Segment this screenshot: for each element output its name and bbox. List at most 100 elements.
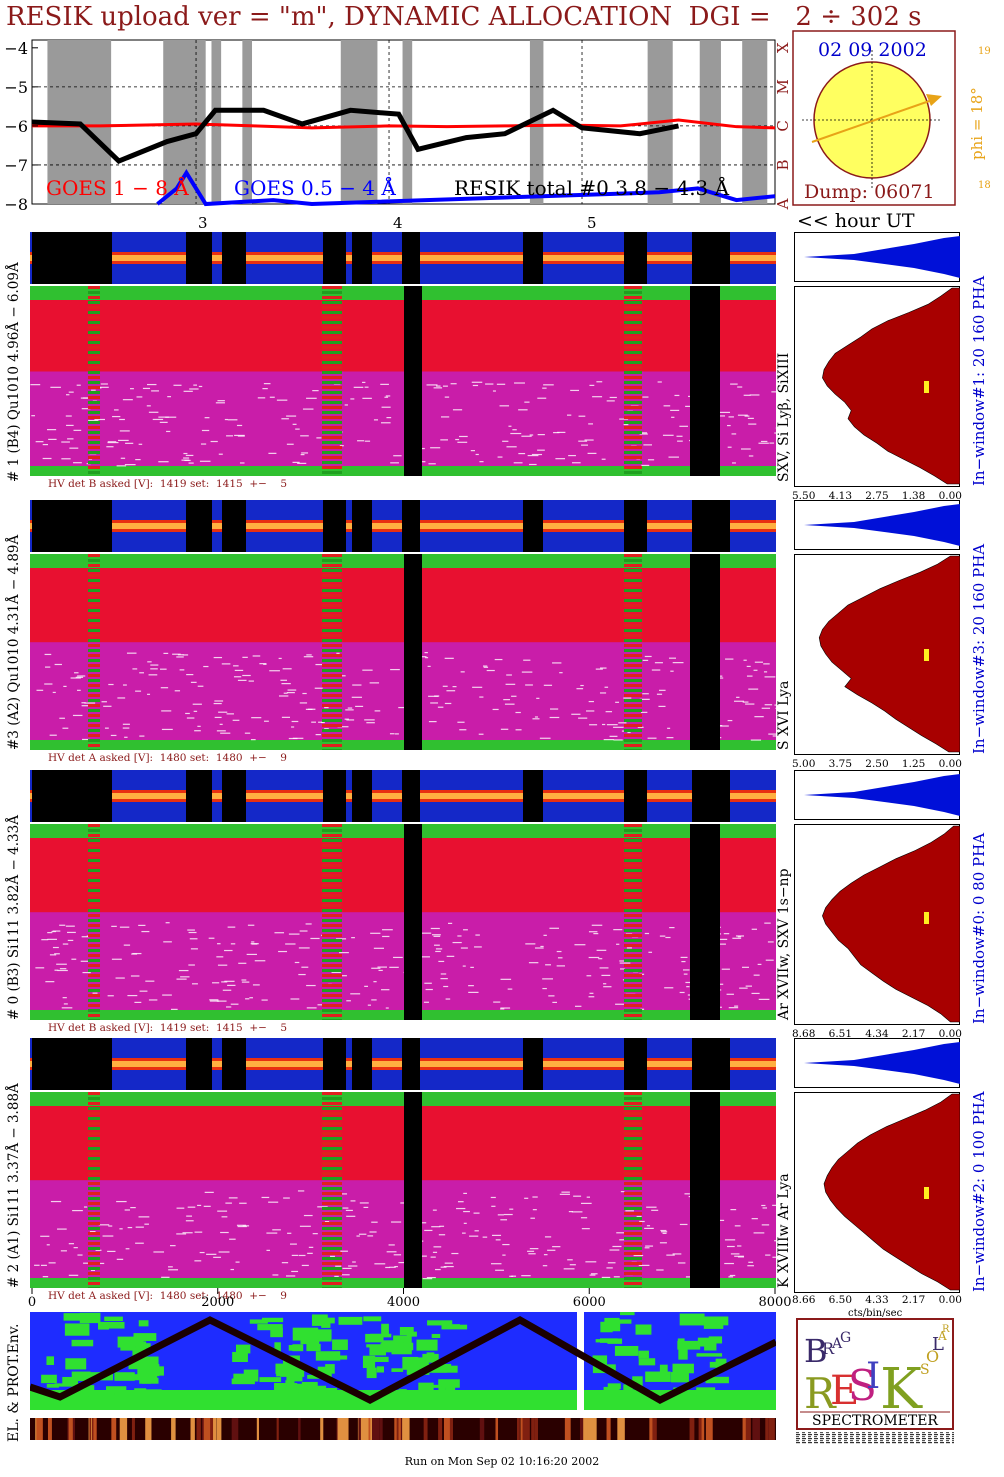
spectrogram-mixed-column bbox=[624, 944, 642, 947]
spectrogram-speck bbox=[224, 980, 235, 982]
spectrogram-mixed-column bbox=[322, 1157, 342, 1160]
spectrogram-mixed-column bbox=[624, 964, 642, 967]
env-bar-stripe bbox=[423, 1418, 428, 1440]
spectrogram-speck bbox=[268, 452, 277, 454]
spectrogram-speck bbox=[721, 968, 730, 970]
strip-gap bbox=[523, 770, 543, 822]
spectrogram-speck bbox=[287, 1232, 292, 1234]
spectrogram-speck bbox=[299, 1225, 311, 1227]
spectrogram-speck bbox=[302, 692, 307, 695]
spectrogram-speck bbox=[193, 710, 198, 712]
spectrogram-mixed-column bbox=[624, 1107, 642, 1110]
logo-spectrometer: SPECTROMETER bbox=[812, 1413, 938, 1429]
env-land-patch bbox=[259, 1377, 282, 1383]
env-bar-stripe bbox=[522, 1418, 530, 1440]
env-land-patch bbox=[620, 1312, 635, 1316]
spectrogram-speck bbox=[595, 668, 603, 670]
spectrogram-speck bbox=[226, 435, 234, 437]
logo-letter-g: G bbox=[840, 1330, 851, 1346]
spectrogram-speck bbox=[506, 674, 512, 676]
spectrogram-speck bbox=[373, 419, 379, 421]
spectrogram-speck bbox=[382, 929, 393, 931]
line-label-3: K XVIIIw Ar Lya bbox=[776, 1173, 792, 1288]
spectrogram-mixed-column bbox=[88, 1009, 100, 1012]
spectrogram-speck bbox=[198, 385, 203, 388]
spectrogram-speck bbox=[318, 721, 324, 723]
spectrogram-mixed-column bbox=[624, 381, 642, 384]
spectrogram-speck bbox=[104, 727, 109, 729]
spectrogram-mixed-column bbox=[322, 919, 342, 922]
spectrogram-speck bbox=[460, 947, 468, 949]
spectrogram-mixed-column bbox=[88, 594, 100, 597]
spectrogram-speck bbox=[301, 966, 309, 968]
spectrogram-speck bbox=[234, 669, 244, 672]
spectrogram-speck bbox=[261, 1196, 270, 1199]
spectrogram-speck bbox=[452, 409, 463, 411]
env-land-patch bbox=[363, 1316, 382, 1322]
env-map-gap bbox=[577, 1312, 584, 1410]
spectrogram-speck bbox=[728, 1276, 734, 1278]
sun-date: 02 09 2002 bbox=[818, 39, 927, 61]
spectrogram-speck bbox=[618, 722, 627, 724]
spectrogram-speck bbox=[183, 390, 193, 392]
spectrogram-speck bbox=[500, 1008, 505, 1010]
spectrogram-speck bbox=[733, 700, 744, 702]
spectrogram-speck bbox=[433, 1246, 442, 1248]
spectrogram-speck bbox=[586, 975, 592, 977]
spectrogram-mixed-column bbox=[624, 1262, 642, 1265]
env-land-patch bbox=[133, 1333, 157, 1341]
spectrogram-mixed-column bbox=[322, 1019, 342, 1020]
env-land-patch bbox=[697, 1337, 716, 1347]
spectrogram-mixed-column bbox=[88, 884, 100, 887]
spectrogram-speck bbox=[124, 464, 136, 466]
mini-pha-profile bbox=[804, 504, 960, 546]
spectrogram-mixed-column bbox=[88, 734, 100, 737]
spectrogram-speck bbox=[217, 943, 221, 945]
spectrogram-mixed-column bbox=[322, 909, 342, 912]
spectrogram-mixed-column bbox=[88, 619, 100, 622]
spectrogram-speck bbox=[291, 1254, 299, 1257]
spectrogram-speck bbox=[125, 1248, 130, 1250]
spectrogram-speck bbox=[472, 384, 479, 387]
spectrogram-mixed-column bbox=[624, 879, 642, 882]
spectrogram-speck bbox=[633, 1254, 644, 1257]
spectrogram-mixed-column bbox=[624, 341, 642, 344]
env-land-patch bbox=[659, 1364, 668, 1373]
env-land-patch bbox=[365, 1333, 384, 1343]
env-land-patch bbox=[623, 1384, 634, 1396]
spectrogram-speck bbox=[739, 987, 748, 989]
spectrogram-speck bbox=[213, 1256, 221, 1258]
spectrogram-mixed-column bbox=[322, 584, 342, 587]
spectrogram-mixed-column bbox=[322, 326, 342, 329]
spectrogram-speck bbox=[119, 418, 125, 421]
spectrogram-speck bbox=[345, 1209, 353, 1212]
env-land-patch bbox=[41, 1374, 57, 1384]
spectrogram-speck bbox=[573, 1195, 582, 1197]
spectrogram-mixed-column bbox=[88, 1227, 100, 1230]
spectrogram-speck bbox=[536, 697, 540, 699]
spectrogram-speck bbox=[670, 409, 680, 412]
spectrogram-bottom-band bbox=[30, 740, 776, 750]
env-land-patch bbox=[703, 1322, 724, 1329]
spectrogram-speck bbox=[621, 730, 626, 732]
spectrogram-mixed-column bbox=[624, 909, 642, 912]
spectrogram-mixed-column bbox=[624, 684, 642, 687]
strip-gap bbox=[692, 500, 730, 552]
spectrogram-mixed-column bbox=[88, 639, 100, 642]
spectrogram-mixed-column bbox=[88, 1147, 100, 1150]
spectrogram-mixed-column bbox=[624, 396, 642, 399]
spectrogram-speck bbox=[144, 1223, 149, 1225]
spectrogram-speck bbox=[141, 930, 150, 933]
spectrogram-speck bbox=[491, 1205, 496, 1207]
spectrogram-speck bbox=[57, 1228, 67, 1230]
spectrogram-speck bbox=[59, 924, 66, 926]
spectrogram-top-band bbox=[30, 1092, 776, 1106]
spectrogram-mixed-column bbox=[322, 1112, 342, 1115]
spectrogram-speck bbox=[627, 731, 631, 734]
spectrogram-speck bbox=[36, 689, 44, 691]
legend-resik-total: RESIK total #0 3.8 − 4.3 Å bbox=[454, 175, 730, 200]
spectrogram-speck bbox=[315, 663, 324, 666]
env-bar-stripe bbox=[145, 1418, 152, 1440]
goes-ytick-label: −4 bbox=[4, 39, 28, 58]
spectrogram-mixed-column bbox=[624, 1272, 642, 1275]
